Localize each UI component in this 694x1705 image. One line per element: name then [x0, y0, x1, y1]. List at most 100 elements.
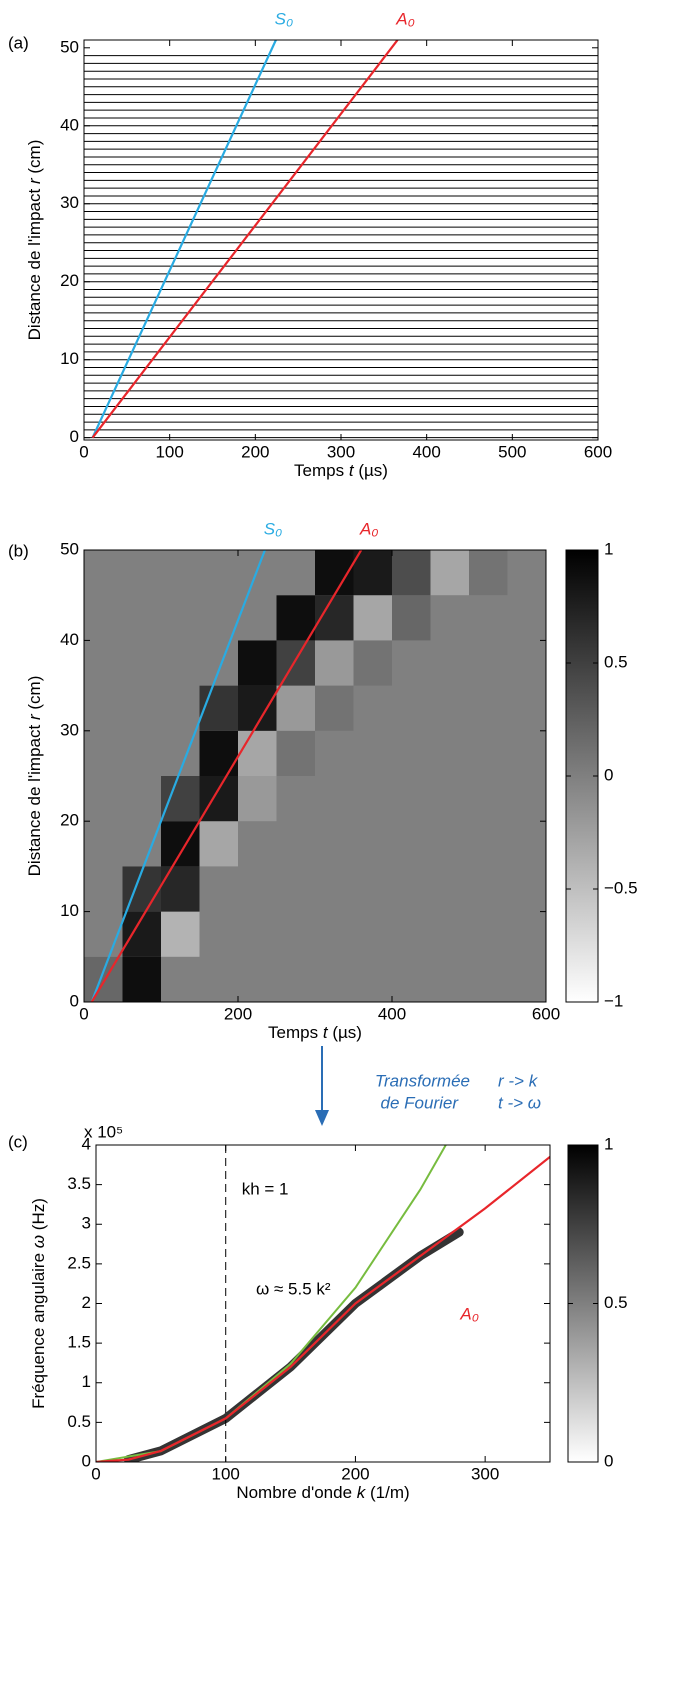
- annotation: ω ≈ 5.5 k²: [256, 1279, 331, 1298]
- heatmap-cell: [161, 685, 200, 731]
- heatmap-cell: [315, 685, 354, 731]
- heatmap-cell: [507, 595, 546, 641]
- series-label: S₀: [264, 519, 283, 538]
- heatmap-cell: [469, 866, 508, 912]
- heatmap-cell: [199, 685, 238, 731]
- heatmap-cell: [430, 776, 469, 822]
- colorbar-tick-label: 1: [604, 1134, 613, 1153]
- heatmap-cell: [353, 821, 392, 867]
- heatmap-cell: [469, 640, 508, 686]
- axis-multiplier: x 10⁵: [84, 1122, 123, 1141]
- heatmap-cell: [353, 956, 392, 1002]
- heatmap-cell: [161, 776, 200, 822]
- heatmap-cell: [507, 821, 546, 867]
- heatmap-cell: [507, 685, 546, 731]
- heatmap-cell: [430, 866, 469, 912]
- axis-label: Distance de l'impact r (cm): [25, 676, 44, 877]
- heatmap-cell: [199, 730, 238, 776]
- heatmap-cell: [507, 776, 546, 822]
- heatmap-cell: [392, 956, 431, 1002]
- series-line: [91, 40, 399, 439]
- panel-label: (a): [8, 33, 29, 52]
- heatmap-cell: [199, 640, 238, 686]
- heatmap-cell: [392, 640, 431, 686]
- colorbar-tick-label: 0.5: [604, 1293, 628, 1312]
- heatmap-cell: [122, 821, 161, 867]
- heatmap-cell: [469, 956, 508, 1002]
- axis-label: Distance de l'impact r (cm): [25, 140, 44, 341]
- heatmap-cell: [161, 956, 200, 1002]
- axes-box: [83, 549, 547, 1003]
- heatmap-cell: [430, 550, 469, 596]
- heatmap-cell: [469, 730, 508, 776]
- heatmap-cell: [84, 911, 123, 957]
- heatmap-cell: [122, 685, 161, 731]
- heatmap-cell: [392, 595, 431, 641]
- heatmap-cell: [353, 776, 392, 822]
- heatmap-cell: [430, 685, 469, 731]
- plot-area: [84, 40, 598, 440]
- heatmap-cell: [276, 640, 315, 686]
- transform-map: t -> ω: [498, 1093, 541, 1112]
- heatmap-cell: [84, 640, 123, 686]
- heatmap-cell: [430, 956, 469, 1002]
- heatmap-cell: [122, 730, 161, 776]
- x-tick-label: 400: [412, 442, 440, 461]
- heatmap-cell: [199, 866, 238, 912]
- heatmap-cell: [507, 550, 546, 596]
- colorbar-tick-label: 1: [604, 539, 613, 558]
- axis-label: Nombre d'onde k (1/m): [236, 1483, 409, 1502]
- colorbar-tick-label: −1: [604, 991, 623, 1010]
- heatmap-cell: [84, 550, 123, 596]
- heatmap-cell: [238, 956, 277, 1002]
- heatmap-cell: [238, 821, 277, 867]
- heatmap-cell: [161, 866, 200, 912]
- y-tick-label: 1: [82, 1372, 91, 1391]
- heatmap-cell: [430, 595, 469, 641]
- heatmap-cell: [122, 595, 161, 641]
- heatmap-cell: [276, 550, 315, 596]
- heatmap-cell: [315, 730, 354, 776]
- heatmap-cell: [392, 776, 431, 822]
- heatmap-cell: [392, 550, 431, 596]
- heatmap-cell: [507, 640, 546, 686]
- heatmap-cell: [122, 956, 161, 1002]
- heatmap-cell: [84, 956, 123, 1002]
- heatmap-cell: [507, 956, 546, 1002]
- axis-label: Temps t (µs): [268, 1023, 362, 1042]
- x-tick-label: 600: [532, 1004, 560, 1023]
- y-tick-label: 3.5: [67, 1174, 91, 1193]
- colorbar: [565, 549, 599, 1003]
- heatmap-cell: [161, 640, 200, 686]
- heatmap-cell: [392, 866, 431, 912]
- heatmap-cell: [353, 911, 392, 957]
- y-tick-label: 2.5: [67, 1253, 91, 1272]
- heatmap-cell: [469, 821, 508, 867]
- colorbar-tick-label: 0.5: [604, 652, 628, 671]
- heatmap-cell: [199, 911, 238, 957]
- heatmap-cell: [392, 730, 431, 776]
- heatmap-cell: [430, 730, 469, 776]
- y-tick-label: 40: [60, 115, 79, 134]
- series-label: A₀: [395, 9, 415, 28]
- annotation: kh = 1: [242, 1179, 289, 1198]
- heatmap-cell: [122, 640, 161, 686]
- heatmap-cell: [84, 821, 123, 867]
- heatmap-cell: [122, 550, 161, 596]
- heatmap-cell: [276, 956, 315, 1002]
- heatmap-cell: [161, 821, 200, 867]
- heatmap-cell: [276, 911, 315, 957]
- x-tick-label: 0: [79, 1004, 88, 1023]
- x-tick-label: 200: [241, 442, 269, 461]
- heatmap-cell: [84, 595, 123, 641]
- y-tick-label: 40: [60, 630, 79, 649]
- heatmap-cell: [353, 640, 392, 686]
- x-tick-label: 400: [378, 1004, 406, 1023]
- colorbar-tick-label: 0: [604, 1451, 613, 1470]
- heatmap-cell: [469, 595, 508, 641]
- heatmap-cell: [430, 911, 469, 957]
- heatmap-cell: [430, 640, 469, 686]
- x-tick-label: 0: [91, 1464, 100, 1483]
- heatmap-cell: [199, 821, 238, 867]
